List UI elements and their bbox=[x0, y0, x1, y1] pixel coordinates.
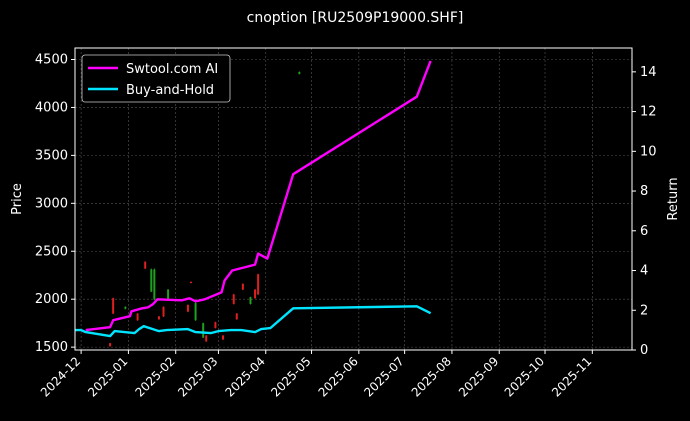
series-line-swtool bbox=[85, 60, 432, 332]
candle-body bbox=[150, 269, 153, 292]
left-y-tick-label: 4000 bbox=[35, 100, 68, 115]
left-y-tick-label: 3500 bbox=[35, 148, 68, 163]
legend-label-swtool: Swtool.com AI bbox=[126, 62, 218, 77]
chart-title: cnoption [RU2509P19000.SHF] bbox=[247, 10, 464, 26]
candle-body bbox=[232, 294, 235, 304]
candle-body bbox=[257, 274, 260, 295]
candle-body bbox=[157, 316, 160, 320]
candles-layer bbox=[109, 71, 301, 347]
candle-body bbox=[194, 303, 197, 321]
right-axis-label: Return bbox=[666, 177, 681, 220]
candle-body bbox=[186, 304, 189, 312]
legend-box bbox=[81, 54, 231, 103]
plot-frame bbox=[74, 47, 633, 351]
right-y-tick-label: 10 bbox=[640, 144, 657, 159]
candle-body bbox=[109, 343, 112, 347]
candle-body bbox=[249, 297, 252, 304]
candle-body bbox=[205, 335, 208, 342]
candle-body bbox=[298, 71, 301, 74]
left-y-tick-label: 3000 bbox=[35, 196, 68, 211]
right-y-tick-label: 8 bbox=[640, 184, 648, 199]
candle-body bbox=[235, 313, 238, 320]
candle-body bbox=[222, 335, 225, 340]
right-y-tick-label: 0 bbox=[640, 343, 648, 358]
right-y-tick-label: 12 bbox=[640, 105, 657, 120]
legend-label-buyhold: Buy-and-Hold bbox=[126, 83, 214, 98]
candle-body bbox=[136, 313, 139, 321]
candle-body bbox=[241, 283, 244, 290]
left-y-tick-label: 1500 bbox=[35, 340, 68, 355]
right-y-tick-label: 14 bbox=[640, 65, 657, 80]
left-axis-label: Price bbox=[10, 183, 25, 215]
left-y-tick-label: 2500 bbox=[35, 244, 68, 259]
candle-body bbox=[162, 306, 165, 317]
candle-body bbox=[214, 322, 217, 328]
candle-body bbox=[167, 289, 170, 300]
left-y-tick-label: 2000 bbox=[35, 292, 68, 307]
candle-body bbox=[112, 298, 115, 314]
candle-body bbox=[202, 323, 205, 338]
series-line-buy-and-hold bbox=[75, 305, 432, 338]
right-y-tick-label: 6 bbox=[640, 224, 648, 239]
candle-body bbox=[153, 269, 156, 300]
candle-body bbox=[124, 306, 127, 309]
right-y-tick-label: 4 bbox=[640, 264, 648, 279]
right-y-tick-label: 2 bbox=[640, 303, 648, 318]
candle-body bbox=[254, 289, 257, 299]
candle-body bbox=[189, 281, 192, 283]
candle-body bbox=[144, 261, 147, 269]
left-y-tick-label: 4500 bbox=[35, 53, 68, 68]
series-layer bbox=[75, 60, 432, 338]
legend: Swtool.com AI Buy-and-Hold bbox=[81, 54, 231, 103]
